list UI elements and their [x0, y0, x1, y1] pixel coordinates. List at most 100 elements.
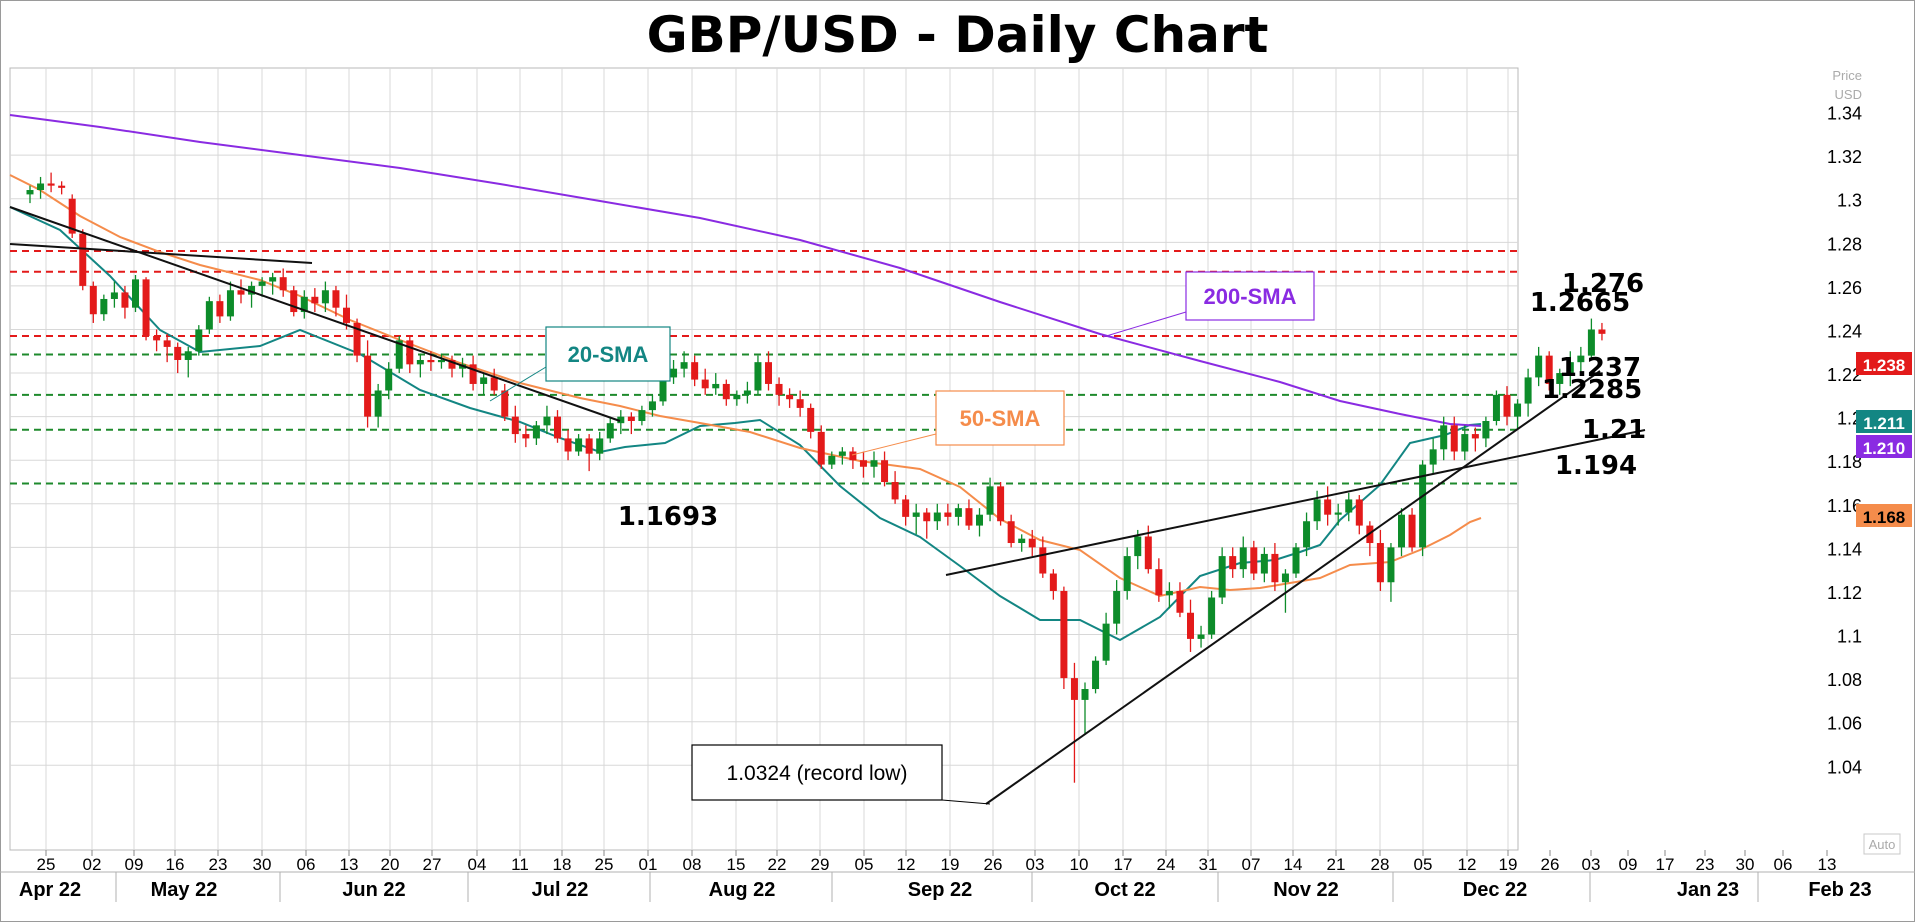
candle-body [163, 340, 171, 347]
candle-body [184, 351, 192, 360]
callout-leader [941, 799, 991, 805]
x-day-label: 15 [727, 855, 746, 874]
candle-body [364, 355, 372, 417]
candle-body [1450, 425, 1458, 452]
x-day-label: 03 [1026, 855, 1045, 874]
candle-body [522, 434, 530, 439]
y-tick-label: 1.24 [1827, 321, 1862, 341]
y-tick-label: 1.12 [1827, 583, 1862, 603]
candle-body [765, 362, 772, 384]
level-label: 1.237 [1559, 353, 1641, 383]
candle-body [269, 277, 277, 282]
candle-body [68, 198, 76, 234]
y-tick-label: 1.26 [1827, 278, 1862, 298]
candle-body [300, 296, 308, 313]
y-tick-label: 1.22 [1827, 365, 1862, 385]
candle-body [954, 508, 962, 517]
price-tag [1856, 435, 1912, 458]
callout-leader [489, 366, 547, 402]
candle-body [1218, 556, 1226, 598]
callout-label: 20-SMA [568, 342, 649, 367]
candle-body [828, 455, 836, 465]
candle-body [437, 359, 445, 363]
candle-body [1556, 373, 1564, 384]
x-day-label: 12 [1458, 855, 1477, 874]
candle-body [1514, 403, 1522, 417]
level-label: 1.2665 [1530, 288, 1630, 318]
candle-body [1524, 377, 1532, 404]
candle-body [1028, 538, 1036, 548]
price-tag [1856, 504, 1912, 527]
candle-body [701, 379, 709, 389]
x-month-label: Apr 22 [19, 879, 81, 901]
candle-body [100, 298, 108, 315]
candle-body [290, 290, 298, 313]
x-day-label: 04 [468, 855, 487, 874]
x-month-label: Oct 22 [1094, 879, 1155, 901]
candle-body [912, 512, 920, 517]
candle-body [1250, 547, 1258, 574]
y-tick-label: 1.04 [1827, 757, 1862, 777]
x-day-label: 07 [1242, 855, 1261, 874]
candle-body [1492, 394, 1500, 421]
candle-body [1355, 499, 1363, 526]
candle-body [638, 410, 646, 421]
x-month-label: Nov 22 [1273, 879, 1339, 901]
price-tag-label: 1.211 [1863, 414, 1905, 433]
callout-leader [851, 433, 937, 456]
candle-body [395, 340, 403, 369]
candle-body [733, 394, 741, 400]
candle-body [944, 512, 952, 517]
candle-body [248, 285, 256, 295]
candle-body [1060, 590, 1068, 679]
trendline [945, 429, 1646, 576]
level-label: 1.194 [1555, 451, 1637, 481]
candle-body [1398, 514, 1405, 548]
x-day-label: 29 [811, 855, 830, 874]
candle-body [775, 383, 783, 395]
auto-scale-box [1863, 833, 1901, 855]
candle-body [1313, 499, 1321, 522]
x-day-label: 27 [423, 855, 442, 874]
candle-body [448, 359, 456, 369]
candle-body [870, 460, 878, 467]
x-day-label: 17 [1656, 855, 1675, 874]
x-day-label: 12 [897, 855, 916, 874]
candle-body [659, 377, 667, 402]
candle-body [26, 190, 34, 195]
candle-body [1471, 434, 1479, 439]
candle-body [511, 416, 519, 435]
candle-body [554, 416, 561, 439]
x-day-label: 25 [595, 855, 614, 874]
candle-body [79, 233, 87, 286]
x-day-label: 10 [1070, 855, 1089, 874]
price-tag-label: 1.168 [1863, 508, 1906, 527]
candle-body [923, 512, 931, 522]
candle-body [807, 407, 815, 432]
trendline [985, 370, 1601, 805]
x-day-label: 13 [340, 855, 359, 874]
x-month-label: May 22 [151, 879, 218, 901]
candle-body [279, 277, 287, 291]
callout-label: 1.0324 (record low) [727, 762, 908, 785]
candle-body [153, 336, 161, 341]
y-tick-label: 1.3 [1837, 191, 1862, 211]
candle-body [142, 279, 150, 337]
candle-body [353, 322, 361, 356]
candle-body [691, 362, 699, 380]
candle-body [1271, 553, 1279, 583]
x-day-label: 05 [1414, 855, 1433, 874]
candle-body [1039, 547, 1047, 574]
level-label: 1.1693 [618, 502, 718, 532]
candle-body [859, 460, 867, 467]
y-axis-unit: USD [1835, 87, 1862, 102]
candle-body [1345, 499, 1353, 513]
x-month-label: Aug 22 [709, 879, 776, 901]
candle-body [1134, 536, 1142, 557]
x-day-label: 28 [1371, 855, 1390, 874]
x-day-label: 05 [855, 855, 874, 874]
candle-body [1387, 547, 1395, 583]
candle-body [1281, 573, 1289, 583]
candle-body [385, 368, 393, 391]
